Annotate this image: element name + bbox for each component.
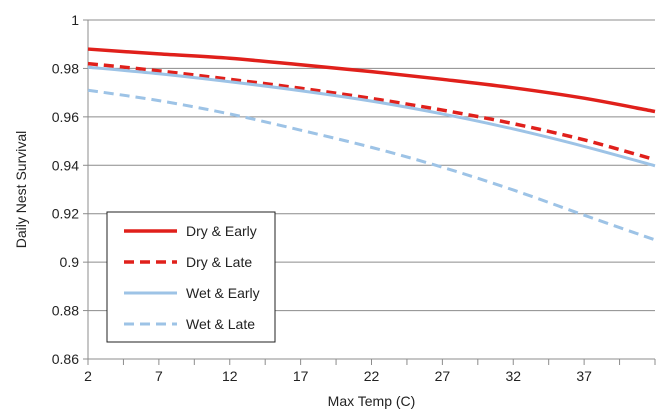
x-tick-label: 2 — [84, 368, 92, 384]
y-tick-label: 0.88 — [52, 303, 79, 319]
x-tick-label: 37 — [576, 368, 592, 384]
y-tick-label: 0.98 — [52, 60, 79, 76]
x-tick-label: 27 — [435, 368, 451, 384]
series-line-1 — [87, 61, 656, 162]
y-tick-label: 0.96 — [52, 109, 79, 125]
legend-label-2: Wet & Early — [186, 285, 260, 301]
y-axis-title: Daily Nest Survival — [13, 131, 29, 248]
series-lines — [87, 47, 656, 242]
y-tick-label: 0.92 — [52, 206, 79, 222]
x-axis-title: Max Temp (C) — [328, 393, 416, 409]
legend-box — [106, 211, 276, 343]
x-tick-label: 32 — [505, 368, 521, 384]
y-tick-label: 0.86 — [52, 351, 79, 367]
y-tick-label: 1 — [71, 12, 79, 28]
legend: Dry & Early Dry & Late Wet & Early Wet & La… — [106, 211, 276, 343]
series-line-0 — [87, 47, 656, 114]
series-line-3 — [87, 88, 656, 242]
x-tick-label: 7 — [155, 368, 163, 384]
y-tick-label: 0.94 — [52, 157, 79, 173]
x-tick-label: 17 — [293, 368, 309, 384]
x-tick-label: 12 — [222, 368, 238, 384]
x-tick-label: 22 — [364, 368, 380, 384]
legend-label-0: Dry & Early — [186, 223, 257, 239]
legend-label-3: Wet & Late — [186, 316, 255, 332]
legend-label-1: Dry & Late — [186, 254, 252, 270]
y-tick-label: 0.9 — [60, 254, 80, 270]
series-line-2 — [87, 65, 656, 168]
